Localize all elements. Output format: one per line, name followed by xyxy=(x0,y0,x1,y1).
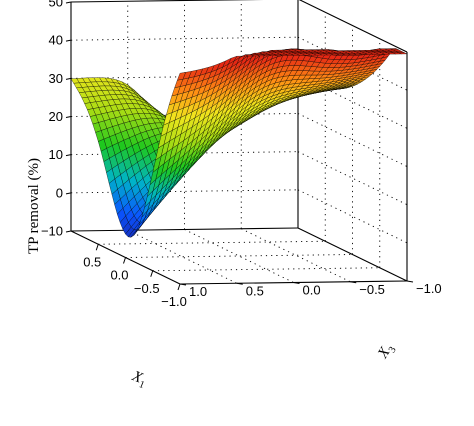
z-tick-label: 0 xyxy=(56,185,63,200)
z-tick-label: 30 xyxy=(49,71,63,86)
surface-cell xyxy=(176,72,187,81)
x3-tick-mark xyxy=(350,281,357,284)
z-tick-mark xyxy=(65,77,72,80)
x3-tick-mark xyxy=(293,282,300,284)
surface-mesh xyxy=(70,48,408,238)
grid-floor-x3 xyxy=(127,229,237,284)
x1-tick-label: −1.0 xyxy=(161,294,187,309)
x1-tick-label: −0.5 xyxy=(134,281,160,296)
z-tick-label: 50 xyxy=(49,0,63,10)
x3-axis-title-sub: 3 xyxy=(387,345,399,355)
x1-axis-title: X1 xyxy=(128,368,149,391)
x3-tick-mark xyxy=(406,280,414,283)
x3-tick-label: 0.0 xyxy=(303,283,321,298)
z-tick-mark xyxy=(65,192,72,195)
back-top-edge-left xyxy=(70,0,264,3)
x3-tick-label: 1.0 xyxy=(189,284,207,299)
z-tick-mark xyxy=(65,154,72,157)
grid-z-right-wall xyxy=(297,189,408,244)
z-tick-label: −10 xyxy=(41,224,63,239)
x3-tick-mark xyxy=(236,282,243,285)
grid-floor-x1 xyxy=(98,240,326,245)
x3-tick-label: 0.5 xyxy=(246,283,264,298)
z-tick-mark xyxy=(65,116,72,118)
z-tick-label: 10 xyxy=(49,147,63,162)
z-tick-mark xyxy=(65,1,72,4)
x1-tick-mark xyxy=(177,283,181,291)
x3-axis-title: X3 xyxy=(375,341,399,364)
z-tick-label: 20 xyxy=(49,109,63,124)
grid-floor-x3 xyxy=(241,228,351,283)
z-axis-title: TP removal (%) xyxy=(26,158,42,254)
grid-floor-x3 xyxy=(184,229,294,283)
x1-tick-mark xyxy=(150,270,154,277)
z-tick-mark xyxy=(65,39,72,42)
x3-tick-mark xyxy=(179,283,187,286)
x1-axis-title-sub: 1 xyxy=(137,379,146,391)
x1-tick-mark xyxy=(95,244,99,251)
z-tick-label: 40 xyxy=(49,33,63,48)
z-tick-mark xyxy=(65,230,72,233)
grid-floor-x1 xyxy=(152,267,380,272)
x3-tick-label: −1.0 xyxy=(416,281,442,296)
x1-tick-label: 0.0 xyxy=(110,268,128,283)
x1-tick-label: 0.5 xyxy=(83,254,101,269)
x1-tick-mark xyxy=(123,257,126,264)
grid-floor-x1 xyxy=(125,254,353,258)
grid-z-left-wall xyxy=(70,36,299,41)
x3-tick-label: −0.5 xyxy=(359,282,385,297)
back-top-edge-right xyxy=(298,0,408,53)
